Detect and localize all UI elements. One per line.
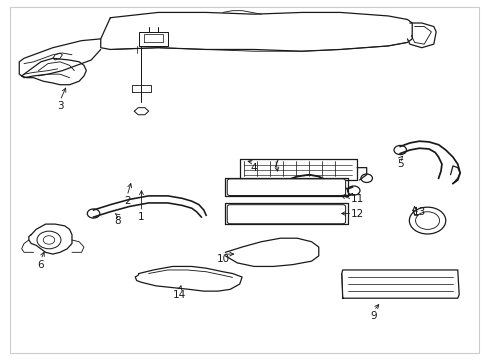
Text: 9: 9: [370, 311, 376, 321]
FancyBboxPatch shape: [227, 205, 345, 224]
FancyBboxPatch shape: [227, 179, 345, 195]
Text: 2: 2: [123, 196, 130, 206]
Text: 12: 12: [350, 208, 363, 219]
Text: 13: 13: [412, 207, 425, 217]
Text: 7: 7: [272, 159, 278, 169]
Text: 10: 10: [216, 255, 229, 264]
Text: 8: 8: [114, 216, 121, 226]
Text: 1: 1: [138, 212, 144, 222]
Text: 11: 11: [350, 194, 363, 204]
Text: 3: 3: [57, 101, 63, 111]
Text: 14: 14: [173, 290, 186, 300]
Text: 4: 4: [250, 163, 257, 173]
Text: 6: 6: [38, 260, 44, 270]
Text: 5: 5: [396, 159, 403, 169]
Polygon shape: [134, 108, 148, 115]
